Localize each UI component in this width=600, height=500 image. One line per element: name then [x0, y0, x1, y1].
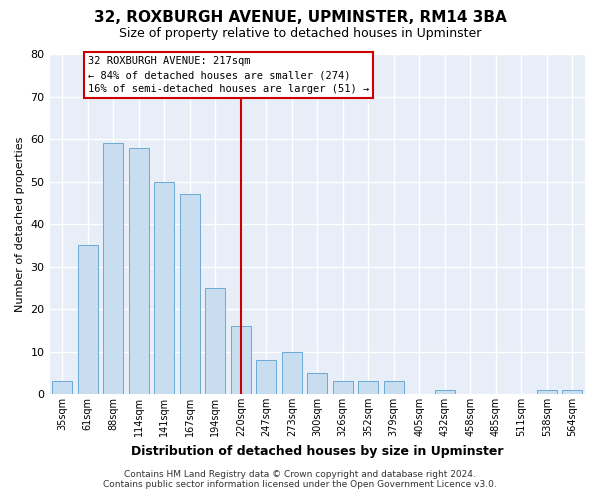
Text: 32 ROXBURGH AVENUE: 217sqm
← 84% of detached houses are smaller (274)
16% of sem: 32 ROXBURGH AVENUE: 217sqm ← 84% of deta…: [88, 56, 369, 94]
Bar: [562, 390, 583, 394]
Bar: [256, 360, 277, 394]
Bar: [179, 194, 200, 394]
Bar: [128, 148, 149, 394]
Bar: [103, 144, 124, 394]
Text: 32, ROXBURGH AVENUE, UPMINSTER, RM14 3BA: 32, ROXBURGH AVENUE, UPMINSTER, RM14 3BA: [94, 10, 506, 25]
Bar: [383, 382, 404, 394]
Y-axis label: Number of detached properties: Number of detached properties: [15, 136, 25, 312]
Text: Contains HM Land Registry data © Crown copyright and database right 2024.
Contai: Contains HM Land Registry data © Crown c…: [103, 470, 497, 489]
Text: Size of property relative to detached houses in Upminster: Size of property relative to detached ho…: [119, 28, 481, 40]
Bar: [230, 326, 251, 394]
Bar: [434, 390, 455, 394]
Bar: [154, 182, 175, 394]
Bar: [536, 390, 557, 394]
Bar: [77, 246, 98, 394]
Bar: [307, 373, 328, 394]
Bar: [281, 352, 302, 394]
Bar: [358, 382, 379, 394]
Bar: [332, 382, 353, 394]
X-axis label: Distribution of detached houses by size in Upminster: Distribution of detached houses by size …: [131, 444, 503, 458]
Bar: [52, 382, 73, 394]
Bar: [205, 288, 226, 394]
